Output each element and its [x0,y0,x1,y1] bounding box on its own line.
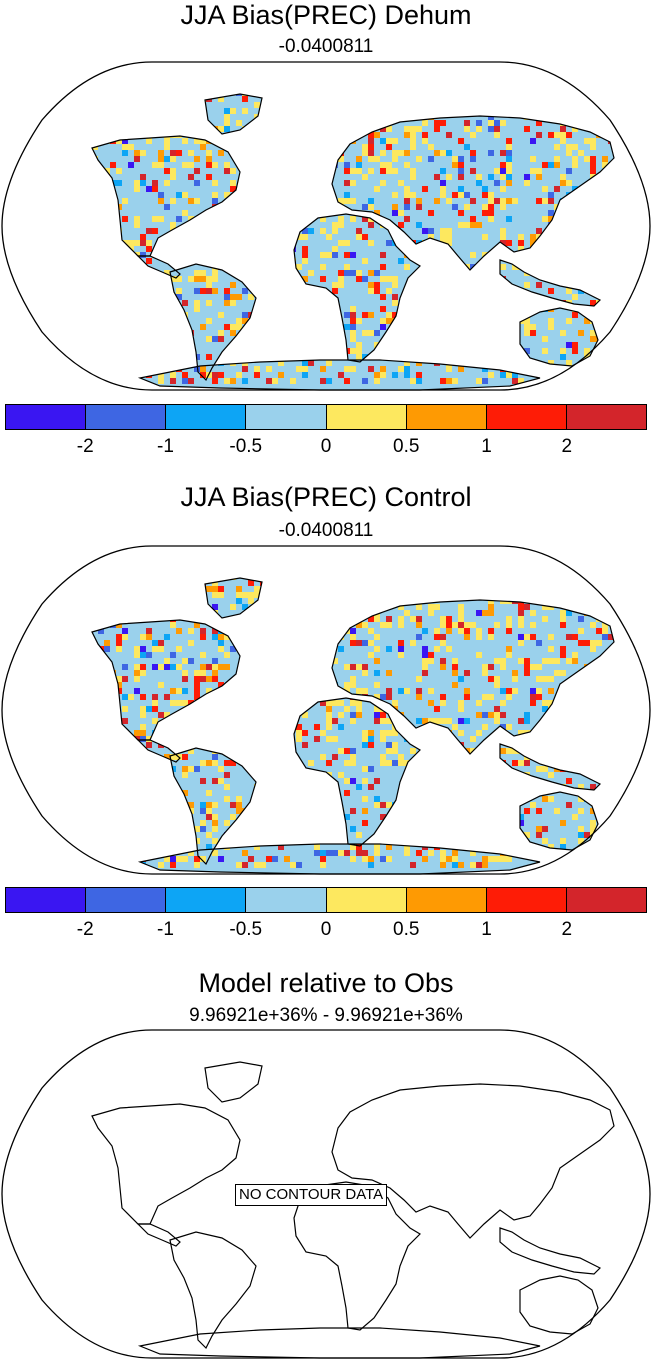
colorbar-label: -2 [76,919,94,940]
colorbar-swatch [486,405,567,429]
colorbar-swatch [566,405,646,429]
coastline-central-america [136,739,181,763]
colorbar-label: 0.5 [393,919,420,940]
colorbar-label: 0 [320,919,332,940]
colorbar-swatch [246,888,327,912]
coastline-north-america [91,135,241,257]
coastline-africa [293,213,421,363]
coastline-eurasia [331,115,615,271]
coastline-antarctica [137,843,541,875]
colorbar-label: 2 [561,919,573,940]
colorbar-swatch [326,888,407,912]
colorbar-label: -0.5 [229,919,263,940]
no-contour-data-label: NO CONTOUR DATA [235,1184,388,1206]
colorbar-swatch [166,405,247,429]
coastline-south-america [169,1231,257,1350]
colorbar-label: 1 [481,919,492,940]
coastline-north-america [91,1103,241,1225]
coastline-central-america [136,1223,181,1247]
coastline-greenland [204,93,263,135]
panel-2-colorbar [5,887,647,913]
colorbar-label: 0.5 [393,436,420,457]
colorbar-swatch [486,888,567,912]
colorbar-swatch [246,405,327,429]
panel-1-title: JJA Bias(PREC) Dehum [180,0,472,30]
colorbar-label: 1 [481,436,492,457]
coastline-south-america [169,263,257,382]
map-border [1,61,651,391]
panel-1-subtitle: -0.0400811 [278,36,374,57]
colorbar-swatch [406,888,487,912]
panel-2-title: JJA Bias(PREC) Control [180,482,472,512]
colorbar-swatch [326,405,407,429]
coastline-africa [293,697,421,847]
colorbar-label: -1 [157,919,174,940]
coastline-north-america [91,619,241,741]
colorbar-swatch [6,405,87,429]
colorbar-swatch [86,888,167,912]
colorbar-label: 0 [320,436,332,457]
map-border [1,1029,651,1359]
panel-2-subtitle: -0.0400811 [278,520,374,541]
map-border [1,545,651,875]
panel-2-map [1,545,651,875]
panel-1-colorbar-labels: -2 -1 -0.5 0 0.5 1 2 [5,436,647,460]
coastline-south-america [169,747,257,866]
panel-2-colorbar-labels: -2 -1 -0.5 0 0.5 1 2 [5,919,647,943]
bias-field [92,94,614,390]
coastline-southeast-asia [499,743,602,791]
coastline-antarctica [137,359,541,391]
panel-3-title: Model relative to Obs [198,968,454,998]
colorbar-swatch [166,888,247,912]
colorbar-swatch [6,888,87,912]
coastline-greenland [204,577,263,619]
colorbar-swatch [566,888,646,912]
panel-3-map [1,1029,651,1359]
panel-1-colorbar [5,404,647,430]
coastline-eurasia [331,599,615,755]
colorbar-swatch [86,405,167,429]
colorbar-swatch [406,405,487,429]
coastline-southeast-asia [499,259,602,307]
coastline-eurasia [331,1083,615,1239]
coastline-antarctica [137,1327,541,1359]
coastline-central-america [136,255,181,279]
coastline-greenland [204,1061,263,1103]
coastline-australia [519,1275,599,1335]
bias-field [92,578,614,874]
colorbar-label: -0.5 [229,436,263,457]
colorbar-label: -2 [76,436,94,457]
colorbar-label: -1 [157,436,174,457]
colorbar-label: 2 [561,436,573,457]
panel-3-subtitle: 9.96921e+36% - 9.96921e+36% [189,1005,463,1026]
panel-1-map [1,61,651,391]
coastline-southeast-asia [499,1227,602,1275]
